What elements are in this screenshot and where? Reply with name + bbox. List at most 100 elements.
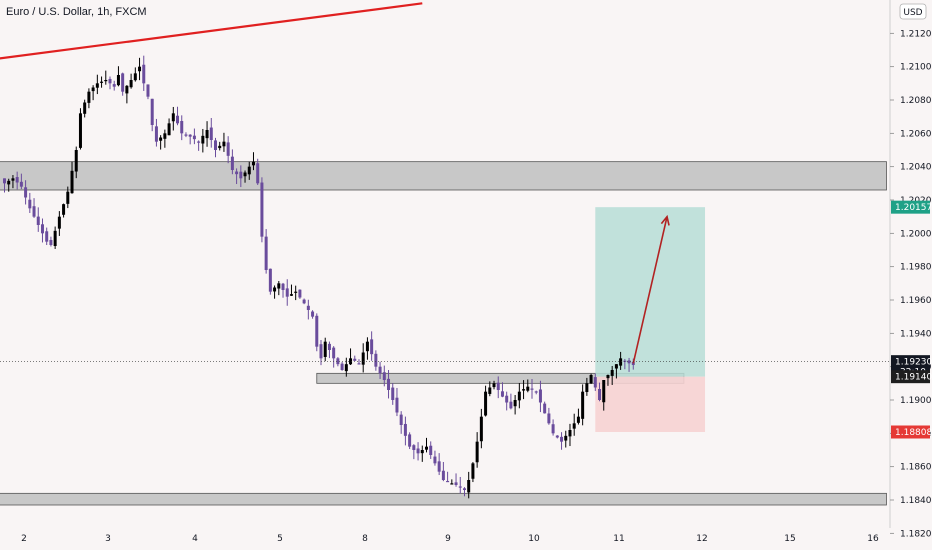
arrow-head — [660, 214, 670, 226]
y-tick-label: 1.19000 — [900, 396, 932, 406]
candle — [243, 170, 247, 183]
candle — [289, 284, 293, 297]
trend-line[interactable] — [0, 2, 423, 60]
y-tick-label: 1.20600 — [900, 129, 932, 139]
candle — [281, 282, 285, 298]
candle — [230, 149, 234, 175]
candle — [619, 351, 623, 370]
candle — [365, 337, 369, 360]
candle — [298, 289, 302, 299]
candle — [214, 137, 217, 158]
candle — [496, 376, 500, 399]
candle — [256, 158, 260, 185]
candle — [45, 227, 49, 246]
candle — [239, 165, 243, 188]
candle — [547, 407, 551, 425]
candle — [420, 445, 424, 462]
x-tick-label: 5 — [277, 534, 283, 544]
y-tick-label: 1.20800 — [900, 96, 932, 106]
candle — [564, 430, 568, 448]
candle — [395, 387, 399, 417]
candle — [433, 450, 437, 466]
candle — [399, 411, 403, 434]
candle — [154, 118, 158, 147]
candle — [513, 394, 517, 415]
candle — [62, 203, 66, 218]
candle — [488, 381, 492, 397]
candle — [121, 72, 125, 96]
candle — [108, 76, 112, 90]
candle — [336, 357, 340, 367]
upper-resistance-zone[interactable] — [0, 161, 887, 191]
candle — [83, 99, 87, 118]
candle — [129, 73, 133, 89]
stop-zone[interactable] — [595, 376, 706, 432]
candle — [70, 161, 74, 194]
candle — [188, 134, 192, 145]
candle — [277, 280, 281, 296]
target-price-tag[interactable]: 1.20157 — [891, 200, 932, 214]
candle — [585, 377, 589, 396]
candle — [285, 279, 289, 306]
candle — [159, 135, 163, 150]
candle — [112, 80, 116, 91]
y-tick-label: 1.20000 — [900, 229, 932, 239]
candle — [142, 55, 146, 91]
projection-arrow[interactable] — [632, 216, 668, 364]
candle — [3, 178, 6, 193]
y-tick-label: 1.21000 — [900, 63, 932, 73]
candle — [403, 416, 407, 446]
candle — [408, 432, 412, 450]
candle — [138, 57, 142, 81]
candle — [209, 117, 213, 148]
candle — [467, 471, 471, 499]
candle — [273, 285, 277, 299]
candle — [602, 379, 606, 411]
candle — [370, 331, 374, 361]
candle — [40, 218, 44, 243]
candle — [327, 341, 331, 359]
candle — [184, 132, 188, 138]
candle — [387, 370, 391, 399]
candle — [551, 419, 555, 436]
candle — [534, 390, 538, 395]
candle — [171, 106, 175, 131]
candle — [412, 444, 416, 460]
candle — [7, 178, 11, 192]
candle — [306, 299, 310, 320]
candle — [133, 67, 137, 82]
candle — [78, 108, 82, 150]
candle — [349, 348, 353, 366]
x-tick-label: 4 — [192, 534, 198, 544]
price-axis-panel[interactable] — [890, 0, 932, 528]
candle — [66, 186, 70, 209]
candle — [163, 129, 167, 148]
candle — [176, 106, 180, 126]
stop-price-tag[interactable]: 1.18808 — [891, 425, 932, 439]
candle — [610, 365, 614, 385]
candle — [462, 487, 466, 497]
lower-support-zone[interactable] — [0, 492, 887, 506]
candle — [479, 408, 483, 449]
candle — [593, 373, 597, 391]
stop-price-label: 1.18808 — [895, 428, 932, 438]
currency-badge[interactable]: USD — [899, 3, 927, 20]
candle — [576, 408, 580, 425]
candle — [197, 140, 201, 151]
candle — [57, 211, 61, 236]
candle — [264, 229, 268, 274]
candle — [28, 192, 32, 214]
candle — [581, 384, 585, 426]
candle — [319, 339, 323, 366]
candle — [87, 88, 91, 109]
candle — [458, 476, 462, 494]
candle — [180, 115, 184, 141]
candle — [311, 310, 315, 319]
candle — [260, 177, 264, 243]
candle — [589, 373, 593, 385]
candle — [24, 180, 28, 205]
entry-price-tag[interactable]: 1.19140 — [891, 370, 932, 384]
candle — [302, 298, 306, 305]
candle — [205, 121, 209, 147]
